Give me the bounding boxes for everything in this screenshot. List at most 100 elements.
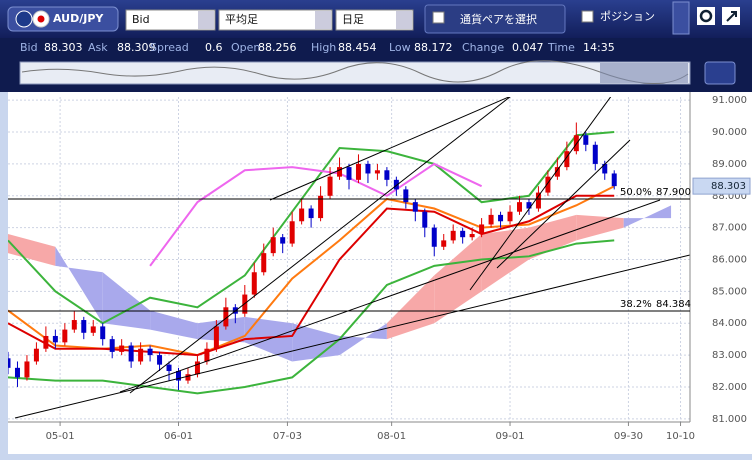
candle-body: [62, 329, 68, 343]
candle-body: [147, 348, 153, 356]
chart-panel: [8, 92, 752, 454]
trend-line: [469, 97, 612, 291]
candle-body: [384, 170, 390, 180]
price-type-select[interactable]: [125, 9, 216, 31]
candle-type-select[interactable]: [218, 9, 333, 31]
y-tick-label: 88.000: [712, 191, 747, 202]
candle-body: [270, 237, 276, 254]
gear-icon: [699, 9, 713, 23]
trend-lines: [14, 97, 690, 419]
navigator-line: [21, 60, 689, 84]
level-label: 38.2%: [620, 299, 652, 310]
reset-button[interactable]: [704, 61, 736, 85]
y-tick-label: 90.000: [712, 127, 747, 138]
candle-body: [337, 167, 343, 177]
candle-body: [14, 367, 20, 378]
candle-body: [138, 348, 144, 362]
quote-label: Ask: [88, 41, 108, 54]
candle-body: [554, 167, 560, 177]
candle-body: [52, 335, 58, 343]
pair: AUD/JPY: [53, 12, 104, 25]
dropdown-arrow: [396, 11, 412, 29]
cloud: [102, 272, 151, 330]
trend-line: [269, 97, 510, 201]
plot: [8, 97, 690, 422]
cloud: [434, 234, 482, 324]
candle-body: [469, 234, 475, 238]
candle-body: [128, 345, 134, 362]
y-tick-label: 82.000: [712, 382, 747, 393]
quote-label: Bid: [20, 41, 38, 54]
candle-body: [318, 195, 324, 219]
candle-body: [498, 214, 504, 222]
position-checkbox[interactable]: [581, 10, 594, 23]
cloud: [292, 323, 340, 362]
navigator[interactable]: [19, 61, 691, 85]
cloud: [8, 234, 56, 266]
candle-body: [261, 253, 267, 273]
price-tag-label: 88.303: [711, 181, 746, 192]
quote-label: High: [311, 41, 336, 54]
select-pair-button[interactable]: [424, 4, 566, 34]
cloud: [386, 275, 435, 340]
cloud: [623, 205, 672, 228]
candle-body: [393, 179, 399, 190]
candle-body: [479, 224, 485, 235]
candle-body: [517, 202, 522, 212]
candle-body: [611, 173, 617, 187]
candle-body: [526, 202, 532, 209]
candle-body: [308, 208, 314, 219]
level-value: 84.384: [656, 299, 691, 310]
cloud: [55, 246, 103, 324]
x-tick-label: 10-10: [666, 431, 695, 442]
candle-body: [507, 211, 513, 222]
candle-body: [564, 151, 570, 168]
candle-body: [24, 361, 30, 378]
candle-body: [90, 326, 96, 333]
select-pair: 通貨ペアを選択: [460, 12, 537, 26]
settings-button[interactable]: [697, 7, 715, 25]
candle-body: [431, 227, 437, 247]
quote-value: 0.047: [512, 41, 544, 54]
trend-line: [119, 199, 661, 393]
y-tick-label: 85.000: [712, 286, 747, 297]
candle-body: [460, 230, 466, 238]
navigator-handle[interactable]: [600, 63, 688, 83]
candle-body: [299, 208, 305, 222]
candle-body: [213, 326, 219, 349]
candle-body: [412, 202, 418, 212]
indicator-line: [8, 239, 615, 395]
level-label: 50.0%: [620, 187, 652, 198]
timeframe-select[interactable]: [335, 9, 414, 31]
y-tick-label: 86.000: [712, 255, 747, 266]
y-tick-label: 89.000: [712, 159, 747, 170]
candle-body: [365, 163, 371, 174]
level-value: 87.900: [656, 187, 691, 198]
candle-body: [441, 240, 447, 247]
trend-line: [496, 139, 631, 269]
candle-body: [176, 371, 181, 381]
candle-body: [185, 374, 191, 381]
quote-value: 88.309: [117, 41, 156, 54]
x-tick-label: 09-01: [495, 431, 524, 442]
checkbox[interactable]: [432, 11, 445, 24]
price-type: Bid: [132, 13, 150, 26]
x-tick-label: 06-01: [164, 431, 193, 442]
flag-jpy-dot: [37, 15, 45, 23]
y-tick-label: 84.000: [712, 318, 747, 329]
quote-value: 88.256: [258, 41, 297, 54]
candle-body: [166, 364, 172, 372]
candle-body: [403, 189, 409, 203]
candle-body: [33, 348, 39, 362]
quote-label: Change: [462, 41, 504, 54]
candle-body: [280, 237, 286, 244]
y-tick-label: 83.000: [712, 350, 747, 361]
candle-body: [592, 144, 598, 164]
candle-body: [374, 170, 380, 174]
quote-label: Spread: [150, 41, 189, 54]
quote-label: Time: [547, 41, 575, 54]
timeframe: 日足: [342, 13, 364, 26]
scroll-button[interactable]: [672, 1, 690, 35]
cloud: [576, 214, 624, 241]
